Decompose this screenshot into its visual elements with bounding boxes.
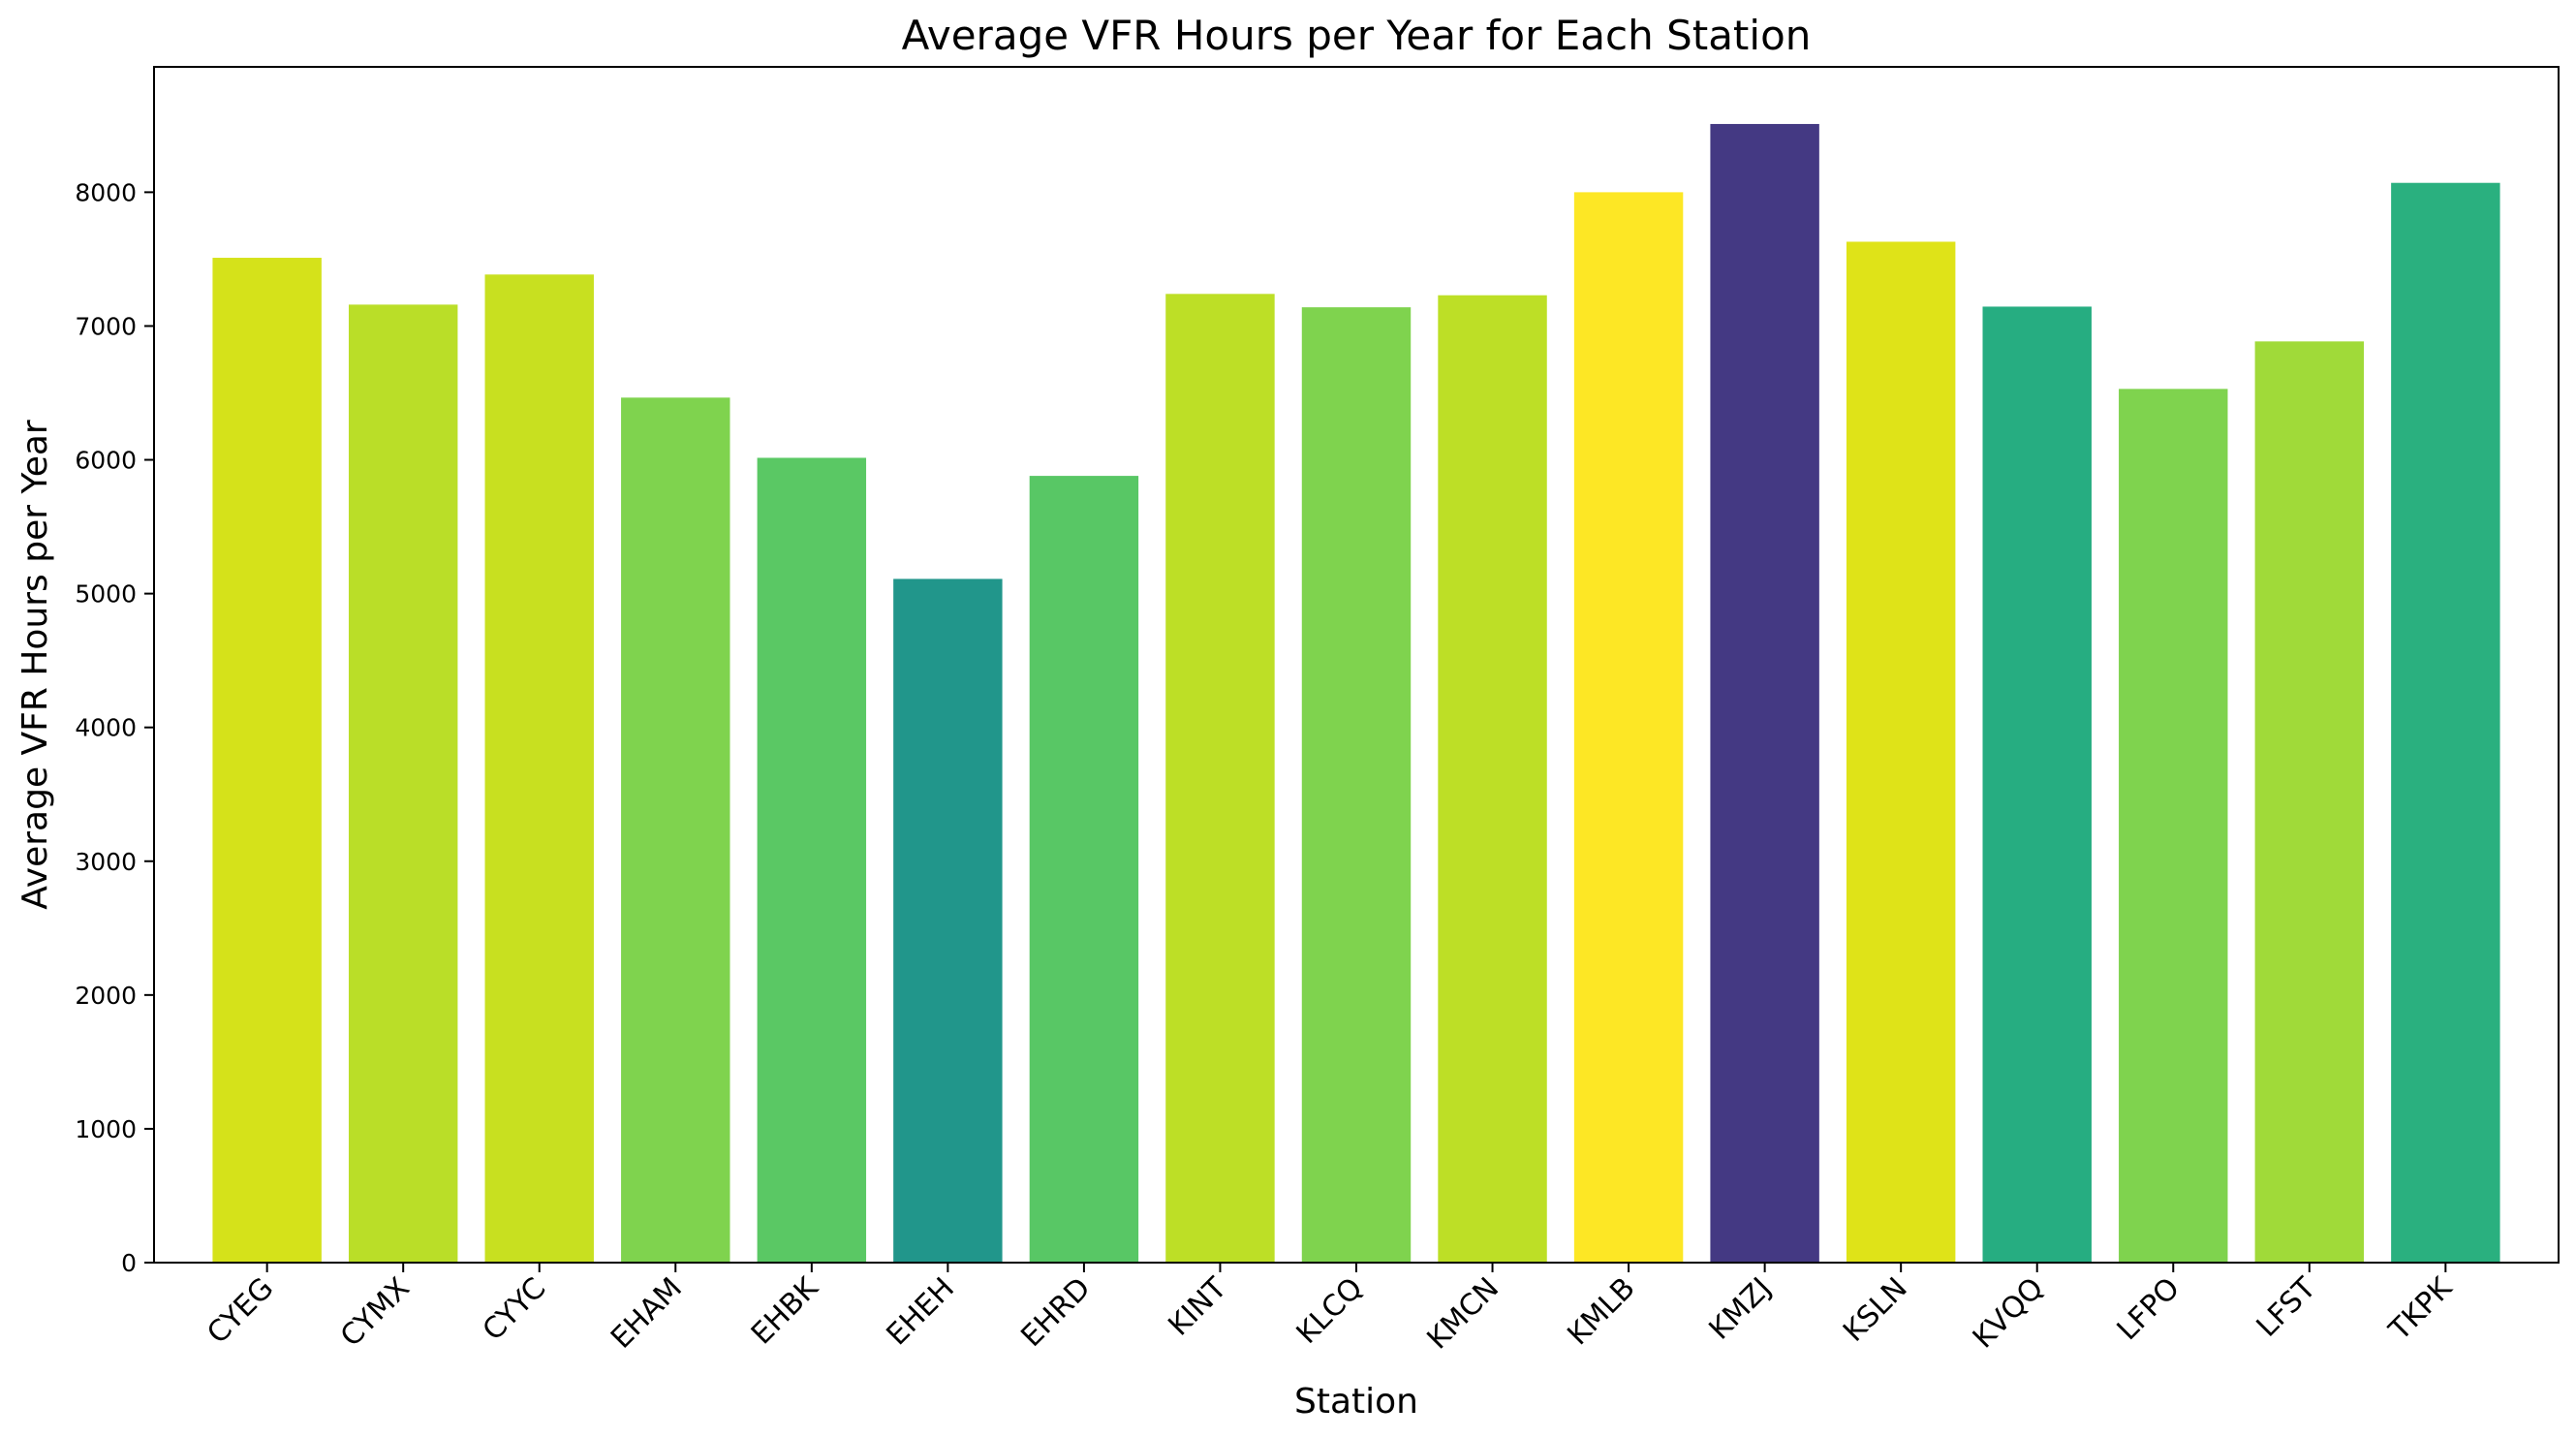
x-axis-ticks: CYEG CYMX CYYC EHAM EHBK EHEH EHRD KINT KLCQ KMCN…	[201, 1263, 2460, 1357]
y-tick-label: 8000	[75, 178, 137, 206]
y-axis-label: Average VFR Hours per Year	[16, 420, 55, 910]
bar-kmzj	[1710, 123, 1819, 1264]
x-tick-label: LFST	[2250, 1270, 2323, 1343]
x-tick-label: KSLN	[1837, 1271, 1914, 1349]
x-tick-label: EHBK	[745, 1270, 826, 1352]
x-tick-label: KLCQ	[1290, 1271, 1370, 1351]
x-tick-label: KMLB	[1561, 1271, 1641, 1352]
bar-eham	[621, 397, 730, 1263]
x-tick-label: EHRD	[1014, 1271, 1097, 1354]
x-tick-label: LFPO	[2111, 1271, 2187, 1347]
bar-kmcn	[1438, 295, 1547, 1263]
x-tick-label: TKPK	[2382, 1270, 2460, 1348]
bar-cyeg	[212, 258, 322, 1263]
y-tick-label: 3000	[75, 848, 137, 876]
bar-lfst	[2254, 341, 2365, 1264]
x-tick-label: KMZJ	[1703, 1271, 1779, 1347]
x-tick-label: KMCN	[1421, 1271, 1506, 1357]
y-tick-label: 2000	[75, 982, 137, 1010]
bar-ksln	[1846, 241, 1956, 1263]
bar-ehrd	[1029, 476, 1139, 1263]
bar-cymx	[348, 304, 458, 1263]
x-tick-label: KINT	[1162, 1270, 1233, 1342]
y-axis-ticks: 0 1000 2000 3000 4000 5000 6000 7000 8000	[75, 178, 154, 1277]
bar-cyyc	[484, 274, 594, 1263]
y-tick-label: 4000	[75, 714, 137, 742]
bar-tkpk	[2391, 182, 2500, 1263]
x-tick-label: CYYC	[477, 1271, 553, 1348]
x-axis-label: Station	[1294, 1382, 1418, 1422]
bar-kvqq	[1982, 306, 2092, 1263]
bars-group	[212, 123, 2500, 1264]
bar-kmlb	[1573, 192, 1684, 1263]
x-tick-label: EHEH	[881, 1271, 961, 1352]
bar-eheh	[893, 578, 1003, 1263]
y-tick-label: 1000	[75, 1115, 137, 1143]
x-tick-label: KVQQ	[1967, 1271, 2051, 1356]
bar-klcq	[1301, 307, 1412, 1263]
plot-frame	[153, 66, 2560, 1264]
bar-lfpo	[2119, 389, 2228, 1263]
bar-kint	[1165, 294, 1275, 1264]
y-tick-label: 7000	[75, 312, 137, 340]
x-tick-label: CYMX	[334, 1271, 417, 1354]
x-tick-label: CYEG	[201, 1271, 280, 1351]
chart-title: Average VFR Hours per Year for Each Stat…	[902, 12, 1812, 59]
y-tick-label: 6000	[75, 447, 137, 475]
y-tick-label: 5000	[75, 580, 137, 609]
x-tick-label: EHAM	[605, 1271, 689, 1356]
bar-ehbk	[757, 457, 867, 1264]
y-tick-label: 0	[121, 1249, 137, 1277]
